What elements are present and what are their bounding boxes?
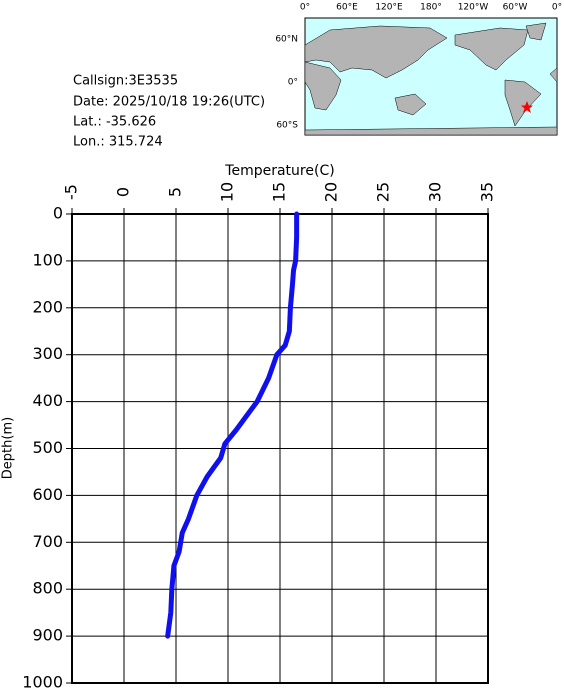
x-tick-label: 30	[426, 182, 445, 202]
map-lat-label: 60°N	[275, 35, 298, 45]
x-tick-label: 20	[322, 182, 341, 202]
africa-west	[549, 67, 558, 83]
north-america	[454, 27, 529, 71]
antarctica	[304, 126, 558, 136]
map-lon-label: 60°W	[503, 3, 528, 13]
callsign: Callsign:3E3535	[73, 74, 178, 89]
x-tick-label: 0	[114, 187, 133, 197]
y-axis-label: Depth(m)	[1, 417, 16, 479]
x-tick-label: 5	[166, 187, 185, 197]
map-lon-label: 120°W	[458, 3, 489, 13]
y-tick-label: 500	[32, 438, 63, 457]
map-lat-label: 0°	[288, 78, 298, 88]
y-tick-label: 900	[32, 626, 63, 645]
world-map	[304, 17, 558, 136]
longitude: Lon.: 315.724	[73, 135, 163, 150]
x-tick-label: 15	[270, 182, 289, 202]
x-tick-label: 25	[374, 182, 393, 202]
africa	[304, 61, 342, 111]
x-tick-label: 35	[478, 182, 497, 202]
y-tick-label: 300	[32, 344, 63, 363]
map-lon-label: 60°E	[336, 3, 358, 13]
greenland	[525, 22, 547, 41]
y-tick-label: 400	[32, 391, 63, 410]
y-tick-label: 100	[32, 250, 63, 269]
map-lon-label: 180°	[420, 3, 442, 13]
y-tick-label: 1000	[22, 673, 63, 690]
y-tick-label: 700	[32, 532, 63, 551]
australia	[394, 93, 427, 116]
x-tick-label: 10	[218, 182, 237, 202]
x-tick-label: -5	[62, 184, 81, 200]
y-tick-label: 600	[32, 485, 63, 504]
south-america	[504, 79, 542, 127]
map-lon-label: 0°	[552, 3, 562, 13]
latitude: Lat.: -35.626	[73, 115, 156, 130]
eurasia	[304, 25, 448, 79]
y-tick-label: 0	[53, 204, 63, 223]
y-tick-label: 800	[32, 579, 63, 598]
station-marker	[521, 101, 533, 113]
map-lon-label: 120°E	[375, 3, 403, 13]
map-lon-label: 0°	[300, 3, 310, 13]
temperature-profile	[165, 211, 300, 639]
x-axis-label: Temperature(C)	[224, 163, 334, 179]
map-lat-label: 60°S	[276, 121, 298, 131]
date: Date: 2025/10/18 19:26(UTC)	[73, 95, 265, 110]
y-tick-label: 200	[32, 297, 63, 316]
